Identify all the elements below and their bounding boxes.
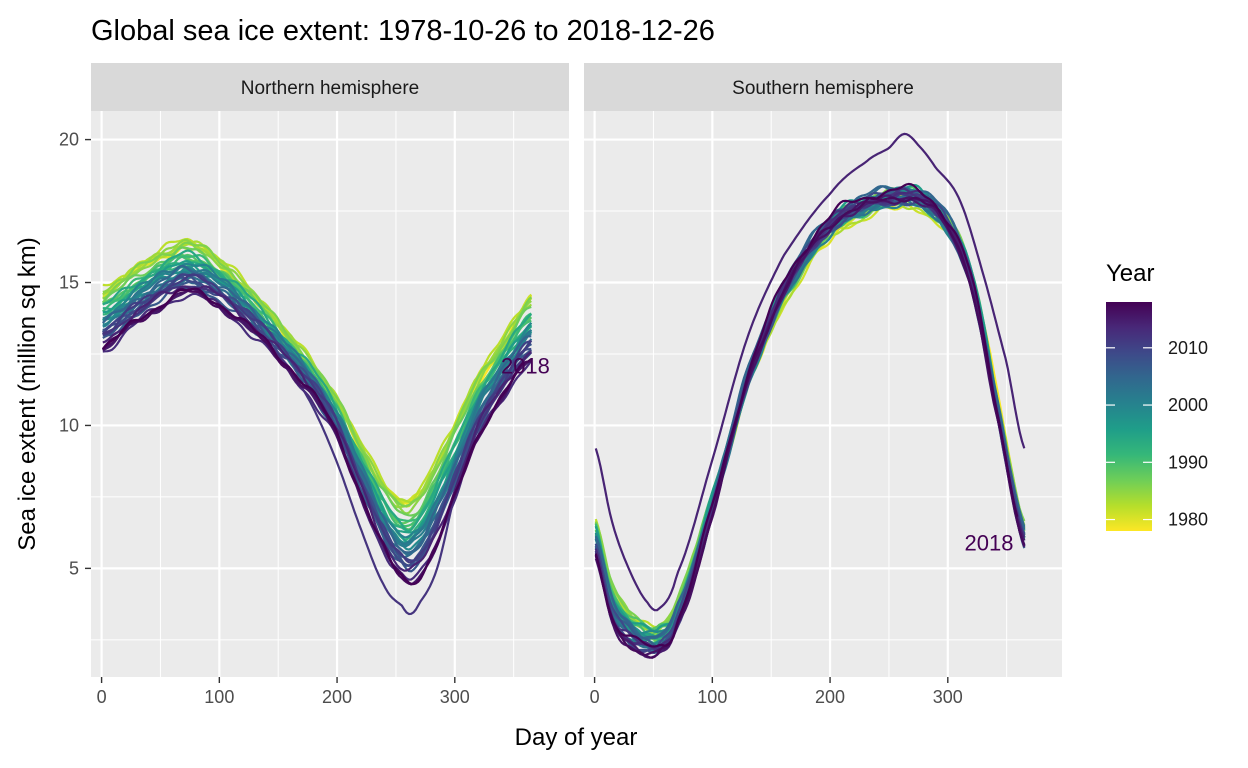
strip-southern xyxy=(584,63,1062,111)
series-line-2018 xyxy=(101,287,525,585)
x-tick-label: 0 xyxy=(97,687,107,707)
legend-title: Year xyxy=(1106,260,1155,287)
series-line-2011 xyxy=(102,273,533,564)
legend-label: 2010 xyxy=(1168,338,1208,358)
chart-title: Global sea ice extent: 1978-10-26 to 201… xyxy=(91,15,715,47)
y-axis-title: Sea ice extent (million sq km) xyxy=(14,237,41,550)
panel-northern: Northern hemisphere 2018 xyxy=(91,63,569,677)
year-legend: Year 1980 1990 2000 2010 xyxy=(1106,260,1208,531)
series-line-2014 xyxy=(594,132,1026,612)
x-axis-northern: 0 100 200 300 xyxy=(97,677,470,707)
x-tick-label: 100 xyxy=(204,687,234,707)
x-tick-label: 300 xyxy=(933,687,963,707)
y-axis: 5 10 15 20 xyxy=(59,130,91,578)
series-line-2005 xyxy=(594,185,1026,640)
series-line-2018 xyxy=(594,182,1019,648)
series-line-1994 xyxy=(102,249,533,533)
strip-label-southern: Southern hemisphere xyxy=(732,78,914,99)
x-tick-label: 200 xyxy=(322,687,352,707)
y-tick-label: 15 xyxy=(59,273,79,293)
x-tick-label: 200 xyxy=(815,687,845,707)
y-tick-label: 5 xyxy=(69,558,79,578)
y-tick-label: 10 xyxy=(59,415,79,435)
plot-area-southern xyxy=(584,111,1062,677)
x-tick-label: 100 xyxy=(697,687,727,707)
strip-label-northern: Northern hemisphere xyxy=(241,78,419,99)
legend-label: 1990 xyxy=(1168,452,1208,472)
x-tick-label: 0 xyxy=(590,687,600,707)
legend-label: 2000 xyxy=(1168,395,1208,415)
legend-label: 1980 xyxy=(1168,510,1208,530)
x-axis-title: Day of year xyxy=(515,724,638,751)
x-tick-label: 300 xyxy=(440,687,470,707)
series-line-2005 xyxy=(101,265,532,554)
end-label-southern: 2018 xyxy=(965,531,1014,556)
y-tick-label: 20 xyxy=(59,130,79,150)
end-label-northern: 2018 xyxy=(501,353,550,378)
series-line-1987 xyxy=(101,246,532,517)
strip-northern xyxy=(91,63,569,111)
x-axis-southern: 0 100 200 300 xyxy=(590,677,963,707)
legend-colorbar xyxy=(1106,302,1152,531)
panel-southern: Southern hemisphere 2018 xyxy=(584,63,1062,677)
